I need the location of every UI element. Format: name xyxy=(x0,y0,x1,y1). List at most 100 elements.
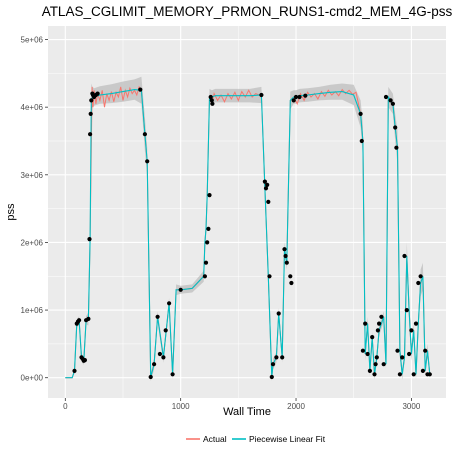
data-point xyxy=(152,362,157,367)
data-point xyxy=(372,372,377,377)
data-point xyxy=(205,240,210,245)
data-point xyxy=(206,226,211,231)
data-point xyxy=(411,372,416,377)
y-axis-ticks: 0e+00 1e+06 2e+06 3e+06 4e+06 5e+06 xyxy=(21,36,48,383)
data-point xyxy=(374,355,379,360)
data-point xyxy=(289,280,294,286)
data-point xyxy=(266,199,271,204)
data-point xyxy=(409,328,414,333)
data-point xyxy=(263,186,269,191)
data-point xyxy=(404,308,409,313)
y-tick-label: 5e+06 xyxy=(21,36,44,45)
data-point xyxy=(270,362,276,367)
data-point xyxy=(423,348,428,353)
data-point xyxy=(267,274,272,279)
data-point xyxy=(88,132,93,137)
y-tick-label: 3e+06 xyxy=(21,171,44,180)
data-point xyxy=(393,125,398,130)
x-tick-label: 3000 xyxy=(402,402,420,411)
data-point xyxy=(381,362,386,367)
data-point xyxy=(82,358,87,363)
legend-actual-label: Actual xyxy=(203,434,227,444)
data-point xyxy=(388,98,393,103)
data-point xyxy=(377,321,382,326)
grid-major xyxy=(48,26,446,398)
data-point xyxy=(416,280,421,286)
data-point xyxy=(280,355,285,360)
data-point xyxy=(394,145,399,150)
data-point xyxy=(72,368,77,373)
data-point xyxy=(358,111,363,116)
data-point xyxy=(88,111,93,116)
y-tick-label: 4e+06 xyxy=(21,103,44,112)
data-point xyxy=(288,274,293,279)
data-point xyxy=(379,314,384,319)
data-point xyxy=(148,374,153,380)
y-axis-label: pss xyxy=(5,203,17,221)
data-point xyxy=(395,348,400,353)
x-axis-label: Wall Time xyxy=(223,406,271,418)
data-points xyxy=(72,87,432,380)
data-point xyxy=(397,372,402,377)
data-point xyxy=(363,321,368,326)
data-point xyxy=(400,355,405,360)
data-point xyxy=(390,101,395,106)
data-point xyxy=(373,362,378,367)
data-point xyxy=(89,98,94,103)
y-tick-label: 2e+06 xyxy=(21,238,44,247)
data-point xyxy=(283,253,288,259)
y-tick-label: 0e+00 xyxy=(21,374,44,383)
data-point xyxy=(86,316,91,321)
data-point xyxy=(142,132,147,137)
data-point xyxy=(383,94,389,100)
data-point xyxy=(365,351,370,357)
data-point xyxy=(262,179,267,184)
data-point xyxy=(210,101,215,106)
data-point xyxy=(269,374,274,380)
legend-fit-label: Piecewise Linear Fit xyxy=(249,434,326,444)
data-point xyxy=(418,274,423,279)
data-point xyxy=(293,94,299,100)
data-point xyxy=(138,87,143,92)
data-point xyxy=(259,92,264,98)
data-point xyxy=(284,260,289,265)
data-point xyxy=(367,368,372,373)
data-point xyxy=(303,93,308,98)
data-point xyxy=(359,138,364,144)
data-point xyxy=(77,318,82,323)
x-tick-label: 1000 xyxy=(172,402,190,411)
data-point xyxy=(202,274,207,279)
data-point xyxy=(161,355,166,360)
data-point xyxy=(145,159,150,164)
data-point xyxy=(407,351,412,357)
data-point xyxy=(170,372,175,377)
data-point xyxy=(276,311,281,316)
x-axis-ticks: 0 1000 2000 3000 xyxy=(63,398,421,411)
data-point xyxy=(360,348,365,353)
data-point xyxy=(297,94,302,100)
data-point xyxy=(282,247,287,252)
data-point xyxy=(402,253,407,259)
data-point xyxy=(375,328,380,333)
data-point xyxy=(208,94,213,100)
data-point xyxy=(427,372,432,377)
y-tick-label: 1e+06 xyxy=(21,306,44,315)
data-point xyxy=(178,287,183,292)
data-point xyxy=(207,193,212,198)
x-tick-label: 0 xyxy=(63,402,68,411)
data-point xyxy=(291,98,296,103)
data-point xyxy=(265,182,270,187)
data-point xyxy=(420,368,425,373)
data-point xyxy=(167,301,172,306)
x-tick-label: 2000 xyxy=(287,402,305,411)
data-point xyxy=(413,321,419,326)
data-point xyxy=(203,260,209,265)
data-point xyxy=(155,314,160,319)
data-point xyxy=(87,237,92,242)
data-point xyxy=(163,328,168,333)
data-point xyxy=(95,91,100,96)
data-point xyxy=(157,351,162,357)
data-point xyxy=(209,98,214,103)
data-point xyxy=(370,335,375,340)
